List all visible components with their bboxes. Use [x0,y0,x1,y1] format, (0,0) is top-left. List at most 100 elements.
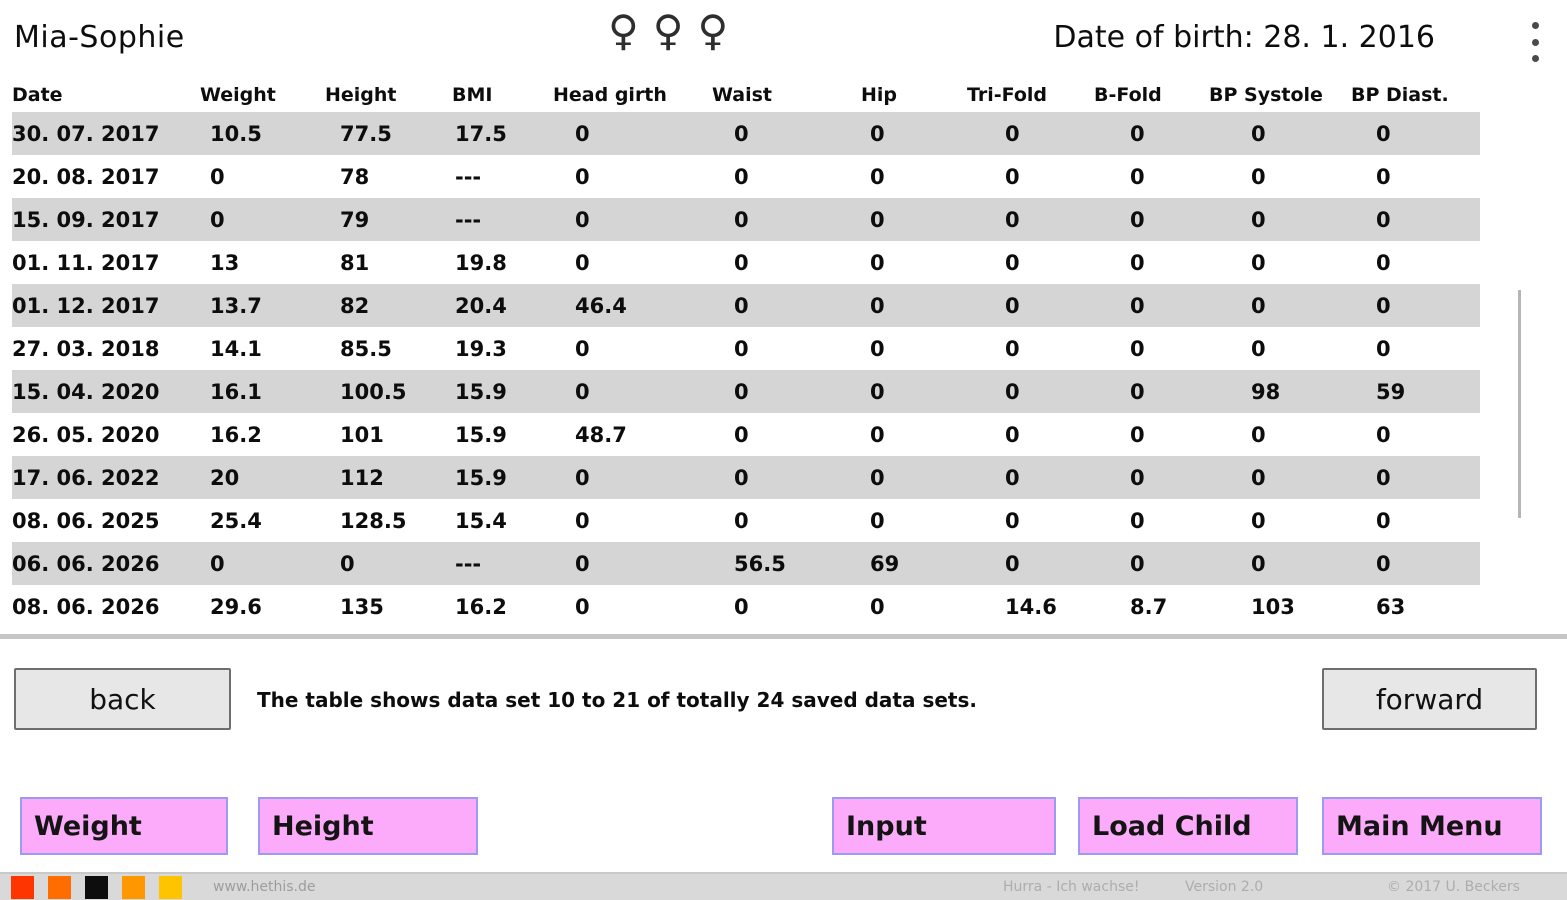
column-header: Tri-Fold [967,84,1048,106]
cell: 0 [1005,422,1020,447]
child-name: Mia-Sophie [14,20,185,55]
cell: 0 [1251,207,1266,232]
cell: 0 [734,508,749,533]
forward-button[interactable]: forward [1322,668,1537,730]
cell: 17.5 [455,121,507,146]
cell: 19.8 [455,250,507,275]
cell: 46.4 [575,293,627,318]
cell: 14.1 [210,336,262,361]
cell: 0 [1376,207,1391,232]
cell: 0 [870,594,885,619]
menu-dot [1531,55,1539,62]
female-icon: ♀ [608,6,639,55]
cell: 0 [1251,250,1266,275]
cell: 0 [734,121,749,146]
cell: 16.2 [455,594,507,619]
cell: 0 [1130,379,1145,404]
table-row: 26. 05. 2020 16.2 101 15.9 48.7 0 0 0 0 0 0 [12,413,1480,456]
kebab-menu-icon[interactable] [1527,22,1543,62]
cell: 0 [1130,293,1145,318]
cell: 0 [1005,508,1020,533]
column-header: BMI [452,84,493,106]
column-header: Height [325,84,397,106]
cell: 98 [1251,379,1281,404]
cell: 19.3 [455,336,507,361]
cell: --- [455,551,482,576]
cell: 0 [1130,508,1145,533]
palette-swatch [122,876,145,899]
cell: 0 [575,551,590,576]
section-divider [0,634,1567,639]
table-row: 17. 06. 2022 20 112 15.9 0 0 0 0 0 0 0 [12,456,1480,499]
cell: 0 [870,379,885,404]
back-button[interactable]: back [14,668,231,730]
column-header: Waist [712,84,773,106]
height-button[interactable]: Height [258,797,478,855]
cell: 0 [1376,422,1391,447]
table-row: 15. 09. 2017 0 79 --- 0 0 0 0 0 0 0 [12,198,1480,241]
cell: 0 [870,250,885,275]
table-header-row: Date Weight Height BMI Head girth Waist Hip Tri… [12,78,1480,112]
table-row: 30. 07. 2017 10.5 77.5 17.5 0 0 0 0 0 0 0 [12,112,1480,155]
cell: 0 [734,594,749,619]
cell: 16.2 [210,422,262,447]
cell: 15.4 [455,508,507,533]
cell: 0 [575,121,590,146]
footer-copyright: © 2017 U. Beckers [1387,879,1520,895]
cell: 0 [575,379,590,404]
cell: 20.4 [455,293,507,318]
cell: 08. 06. 2025 [12,508,160,533]
table-row: 08. 06. 2025 25.4 128.5 15.4 0 0 0 0 0 0 0 [12,499,1480,542]
cell: 63 [1376,594,1406,619]
palette-swatch [159,876,182,899]
cell: 0 [575,336,590,361]
cell: 0 [1130,551,1145,576]
table-scrollbar[interactable] [1518,290,1521,518]
footer-version: Version 2.0 [1185,879,1264,895]
footer-app-name: Hurra - Ich wachse! [1003,879,1140,895]
cell: 0 [1005,465,1020,490]
cell: 0 [1251,508,1266,533]
cell: 0 [734,164,749,189]
cell: 56.5 [734,551,786,576]
cell: 0 [1376,551,1391,576]
cell: 0 [1130,465,1145,490]
palette-swatch [85,876,108,899]
cell: 135 [340,594,384,619]
cell: 69 [870,551,900,576]
date-of-birth: Date of birth: 28. 1. 2016 [1053,20,1435,55]
color-palette [11,876,182,899]
palette-swatch [48,876,71,899]
cell: 101 [340,422,384,447]
table-row: 27. 03. 2018 14.1 85.5 19.3 0 0 0 0 0 0 0 [12,327,1480,370]
input-button[interactable]: Input [832,797,1056,855]
cell: 0 [1251,336,1266,361]
cell: 06. 06. 2026 [12,551,160,576]
table-row: 01. 11. 2017 13 81 19.8 0 0 0 0 0 0 0 [12,241,1480,284]
cell: 0 [734,207,749,232]
load-child-button[interactable]: Load Child [1078,797,1298,855]
main-menu-button[interactable]: Main Menu [1322,797,1542,855]
cell: 77.5 [340,121,392,146]
cell: 0 [575,465,590,490]
cell: 79 [340,207,370,232]
menu-dot [1531,22,1539,29]
cell: 103 [1251,594,1295,619]
palette-swatch [11,876,34,899]
cell: 0 [870,164,885,189]
cell: 0 [734,293,749,318]
cell: --- [455,207,482,232]
footer-website: www.hethis.de [213,879,316,895]
cell: 0 [1376,293,1391,318]
cell: 15. 09. 2017 [12,207,160,232]
cell: 30. 07. 2017 [12,121,160,146]
cell: 15. 04. 2020 [12,379,160,404]
cell: 0 [1251,465,1266,490]
column-header: BP Systole [1209,84,1323,106]
measurements-table: Date Weight Height BMI Head girth Waist Hip Tri… [12,78,1480,628]
cell: 25.4 [210,508,262,533]
weight-button[interactable]: Weight [20,797,228,855]
cell: 0 [575,207,590,232]
cell: 15.9 [455,465,507,490]
column-header: Date [12,84,63,106]
